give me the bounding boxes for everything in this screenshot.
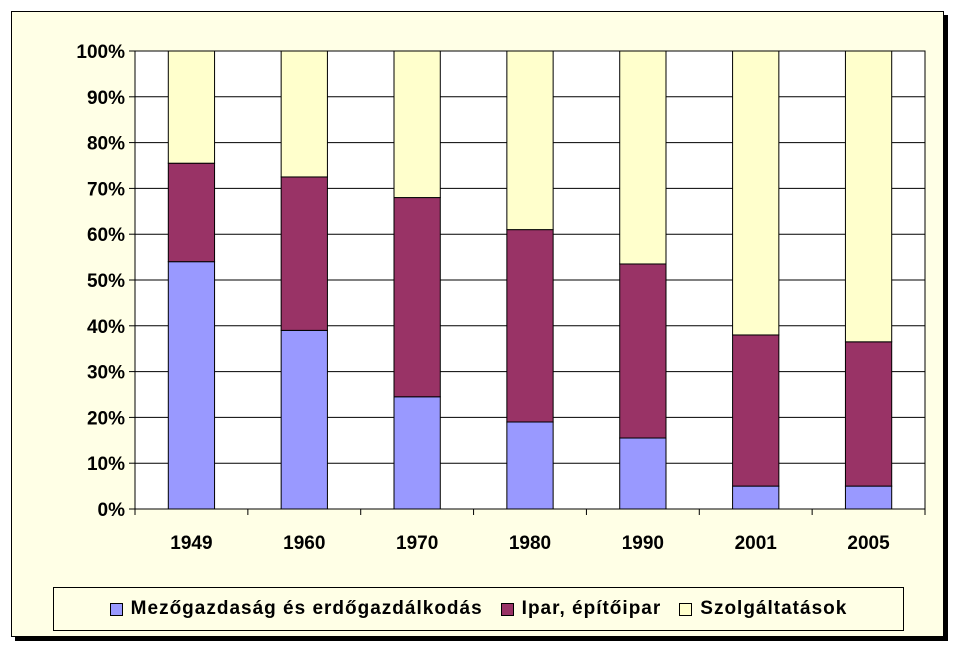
legend-item-services: Szolgáltatások <box>679 598 847 620</box>
bar-segment-2001-2 <box>732 334 780 487</box>
stacked-bar-chart: 0%10%20%30%40%50%60%70%80%90%100% 1949 19… <box>76 42 926 554</box>
legend: Mezőgazdaság és erdőgazdálkodás Ipar, ép… <box>53 587 904 631</box>
x-axis-ticks: 1949 1960 1970 1980 1990 2001 2005 <box>134 509 926 554</box>
bar-segment-1990-2 <box>619 263 667 439</box>
legend-swatch-industry <box>500 602 514 616</box>
bars <box>167 50 893 510</box>
bar-segment-1960-1 <box>280 329 328 510</box>
bar-segment-2001-3 <box>732 50 780 336</box>
bar-segment-2001-1 <box>732 485 780 510</box>
y-tick-label: 60% <box>87 225 125 246</box>
bar-segment-1980-1 <box>506 421 554 510</box>
y-tick-label: 70% <box>87 179 125 200</box>
bar-segment-1970-3 <box>393 50 441 199</box>
bar-segment-1990-1 <box>619 437 667 510</box>
y-tick-label: 20% <box>87 408 125 429</box>
legend-item-industry: Ipar, építőipar <box>500 598 662 620</box>
x-tick-label: 1970 <box>396 533 438 554</box>
y-tick-label: 40% <box>87 317 125 338</box>
bar-segment-1970-1 <box>393 396 441 510</box>
legend-label-industry: Ipar, építőipar <box>521 598 662 619</box>
bar-segment-1960-2 <box>280 176 328 331</box>
bar-segment-1970-2 <box>393 197 441 398</box>
bar-segment-2005-1 <box>844 485 893 510</box>
bar-segment-1990-3 <box>619 50 667 265</box>
x-tick-label: 1990 <box>622 533 664 554</box>
y-tick-label: 10% <box>87 454 125 475</box>
y-tick-label: 90% <box>87 88 125 109</box>
x-tick-label: 1949 <box>170 533 212 554</box>
bar-segment-2005-3 <box>844 50 893 343</box>
y-tick-label: 50% <box>87 271 125 292</box>
chart-frame: 0% 10% 20% 30% 40% 50% 60% 70% 80% 90% 100% 1949 19… <box>11 11 944 637</box>
legend-label-agriculture: Mezőgazdaság és erdőgazdálkodás <box>130 598 483 619</box>
legend-swatch-services <box>679 602 693 616</box>
x-tick-label: 2005 <box>847 533 890 554</box>
bar-segment-1949-2 <box>167 162 216 263</box>
x-tick-label: 1960 <box>283 533 325 554</box>
bar-segment-2005-2 <box>844 341 893 487</box>
bar-segment-1949-1 <box>167 261 216 510</box>
bar-segment-1960-3 <box>280 50 328 178</box>
y-axis-ticks: 0% 10% 20% 30% 40% 50% 60% 70% 80% 90% 100% <box>76 42 135 521</box>
bar-segment-1949-3 <box>167 50 216 164</box>
legend-item-agriculture: Mezőgazdaság és erdőgazdálkodás <box>109 598 483 620</box>
y-tick-label: 100% <box>76 42 125 63</box>
x-tick-label: 1980 <box>509 533 551 554</box>
bar-segment-1980-2 <box>506 229 554 423</box>
y-tick-label: 80% <box>87 134 125 155</box>
y-tick-label: 30% <box>87 363 125 384</box>
legend-label-services: Szolgáltatások <box>700 598 848 619</box>
y-tick-label: 0% <box>98 500 126 521</box>
bar-segment-1980-3 <box>506 50 554 231</box>
legend-swatch-agriculture <box>109 602 123 616</box>
x-tick-label: 2001 <box>735 533 778 554</box>
